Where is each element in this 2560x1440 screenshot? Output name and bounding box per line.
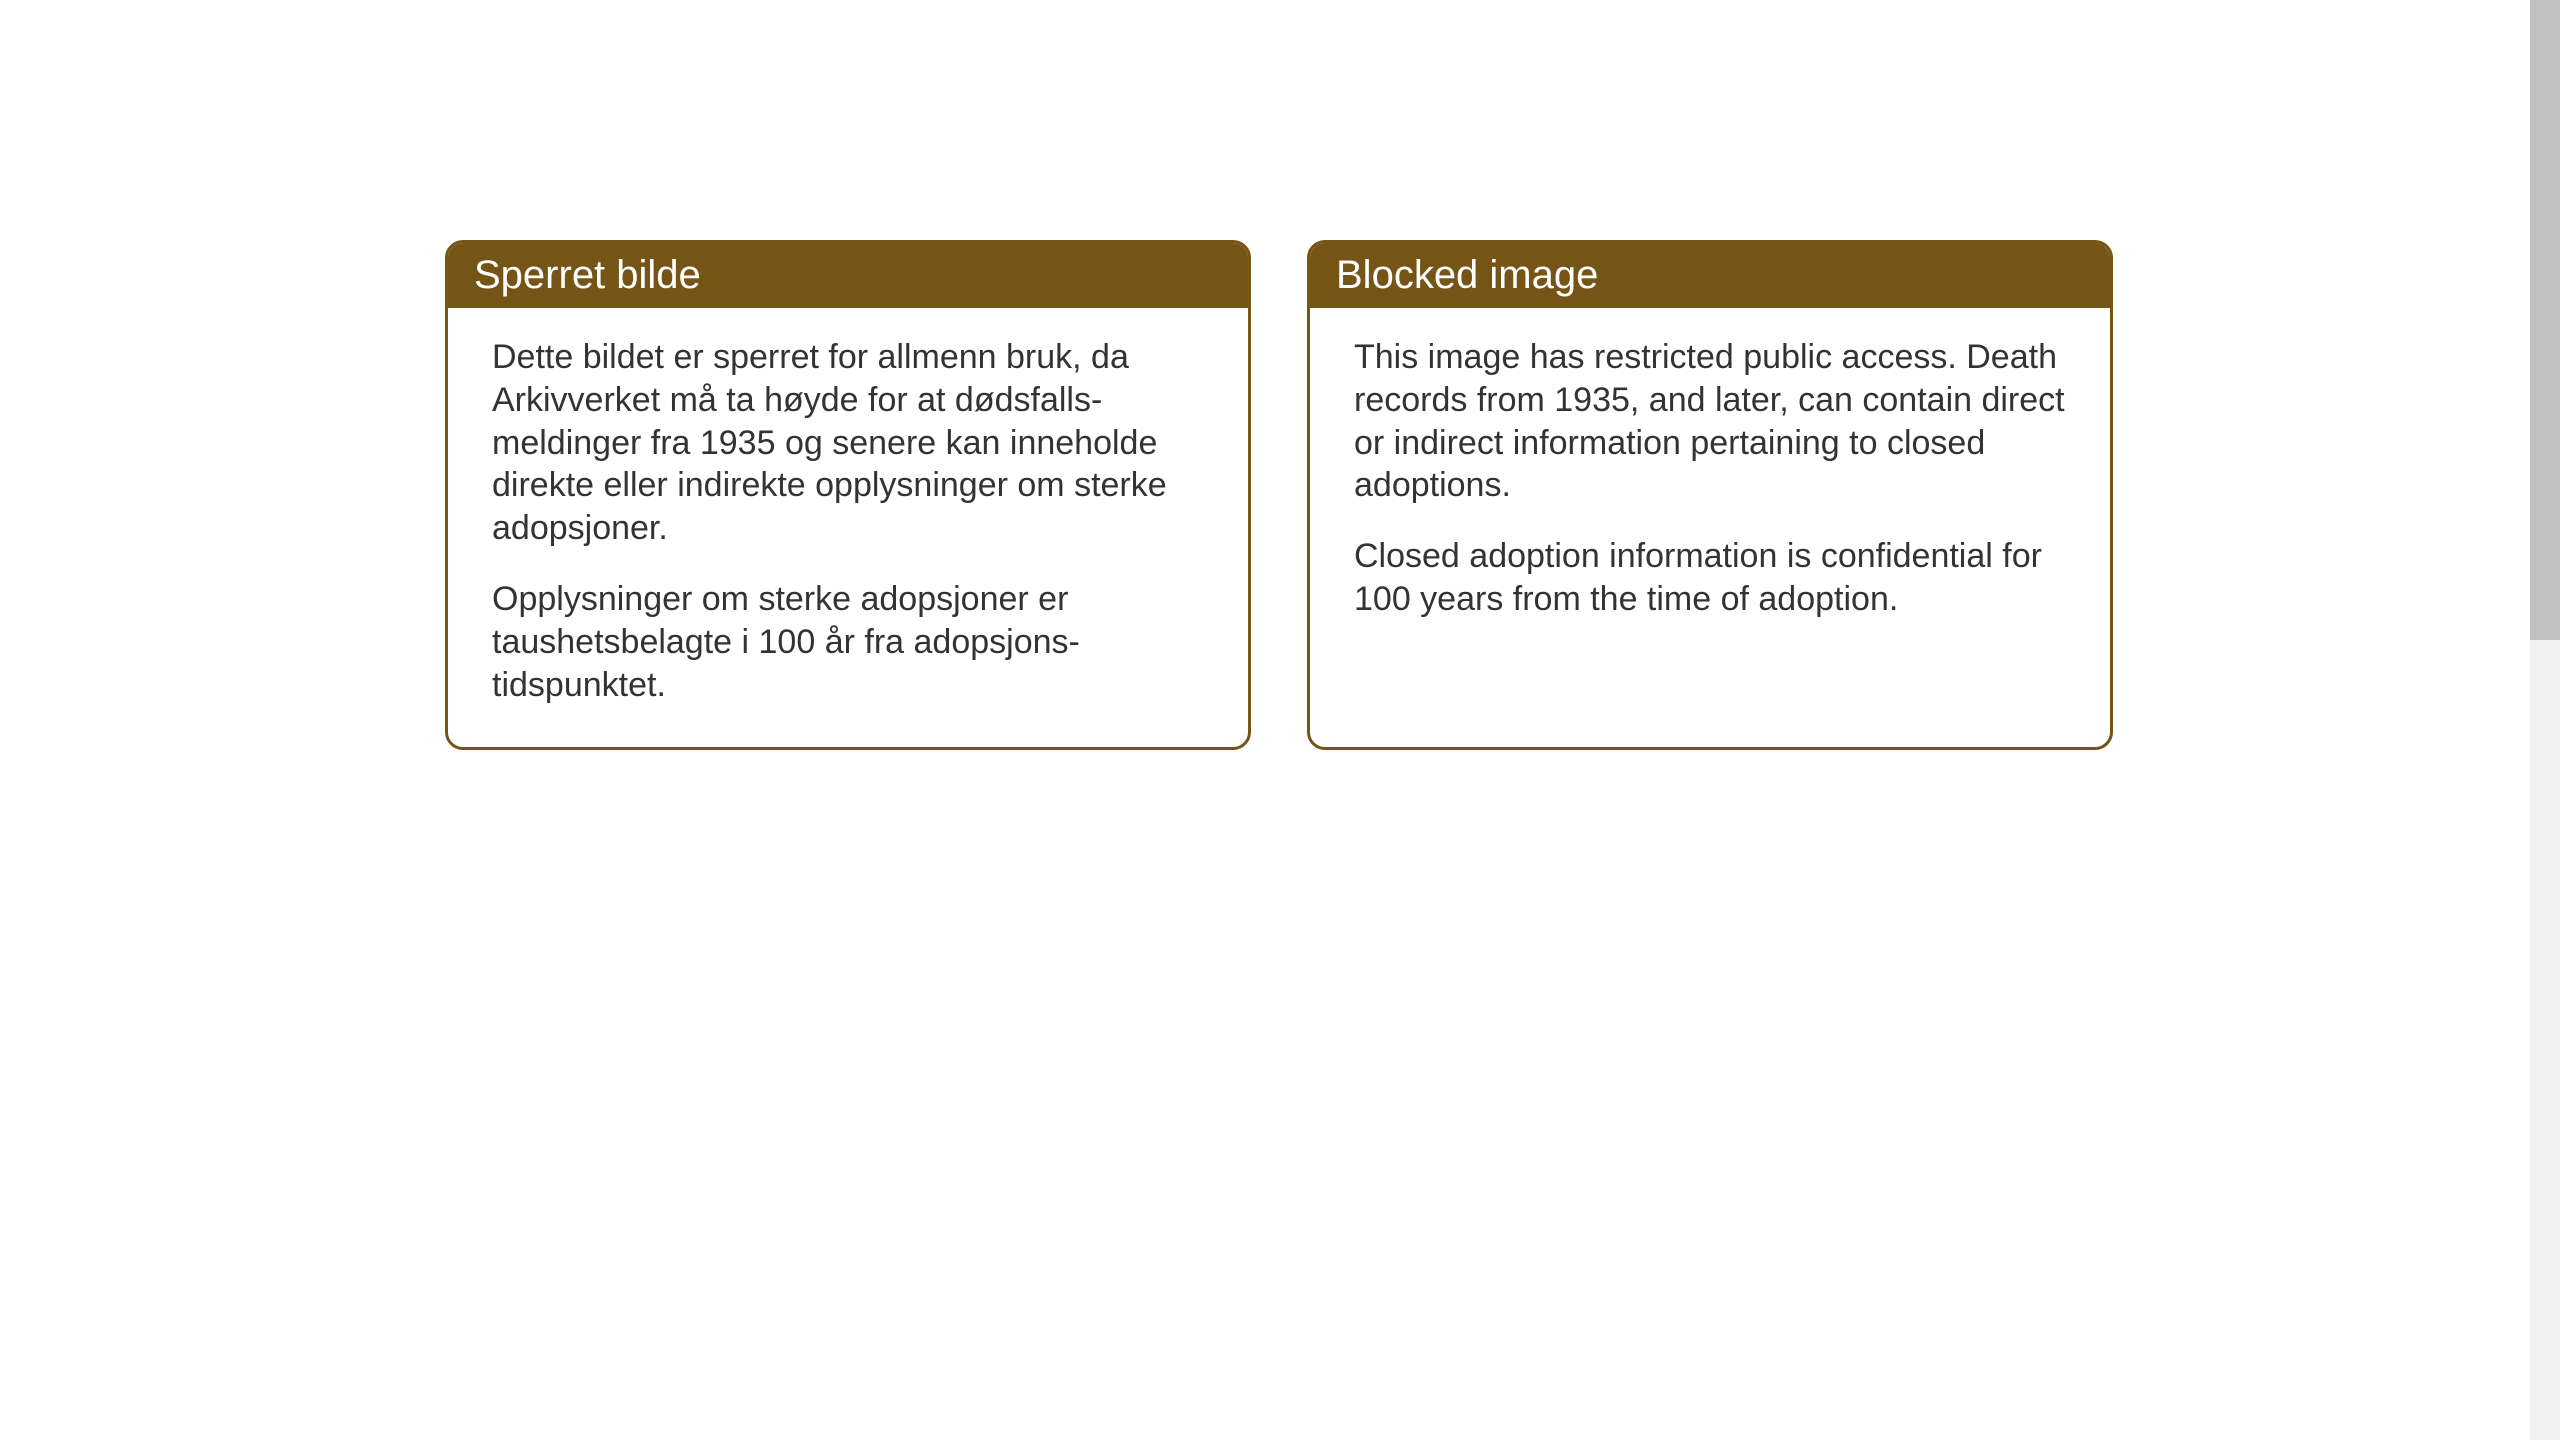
notice-cards-container: Sperret bilde Dette bildet er sperret fo… bbox=[445, 240, 2113, 750]
card-title-english: Blocked image bbox=[1336, 253, 1598, 297]
card-header-norwegian: Sperret bilde bbox=[448, 243, 1248, 308]
card-body-norwegian: Dette bildet er sperret for allmenn bruk… bbox=[448, 308, 1248, 747]
card-paragraph-norwegian-2: Opplysninger om sterke adopsjoner er tau… bbox=[492, 578, 1204, 706]
card-paragraph-english-1: This image has restricted public access.… bbox=[1354, 336, 2066, 507]
notice-card-english: Blocked image This image has restricted … bbox=[1307, 240, 2113, 750]
card-header-english: Blocked image bbox=[1310, 243, 2110, 308]
scrollbar-track[interactable] bbox=[2530, 0, 2560, 1440]
card-paragraph-english-2: Closed adoption information is confident… bbox=[1354, 535, 2066, 621]
card-title-norwegian: Sperret bilde bbox=[474, 253, 701, 297]
card-body-english: This image has restricted public access.… bbox=[1310, 308, 2110, 701]
notice-card-norwegian: Sperret bilde Dette bildet er sperret fo… bbox=[445, 240, 1251, 750]
scrollbar-thumb[interactable] bbox=[2530, 0, 2560, 640]
card-paragraph-norwegian-1: Dette bildet er sperret for allmenn bruk… bbox=[492, 336, 1204, 550]
